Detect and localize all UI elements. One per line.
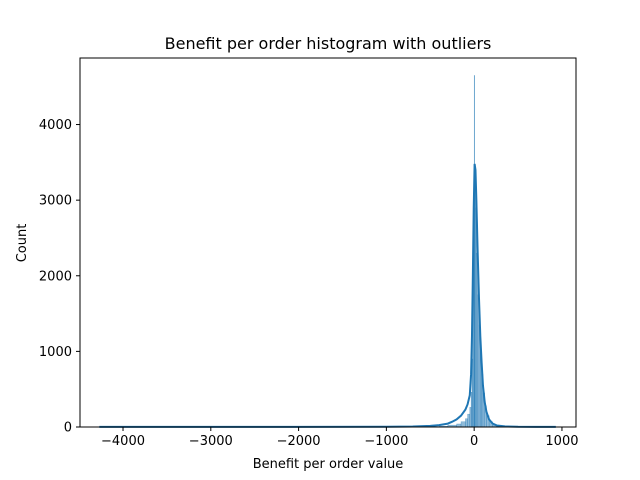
x-tick-label: −1000 xyxy=(364,434,408,449)
y-tick-label: 4000 xyxy=(39,118,72,133)
y-tick-label: 0 xyxy=(64,421,72,436)
chart-title: Benefit per order histogram with outlier… xyxy=(165,34,492,53)
y-tick-label: 1000 xyxy=(39,345,72,360)
plot-frame xyxy=(79,57,577,428)
y-axis-label: Count xyxy=(15,224,30,263)
y-axis-ticks: 0 1000 2000 3000 4000 xyxy=(39,118,80,436)
x-axis-ticks: −4000 −3000 −2000 −1000 0 1000 xyxy=(101,427,579,449)
x-tick-label: −3000 xyxy=(189,434,233,449)
x-tick-label: −2000 xyxy=(277,434,321,449)
x-axis-label: Benefit per order value xyxy=(253,457,404,472)
histogram-bar-4 xyxy=(465,418,468,428)
x-tick-label: −4000 xyxy=(101,434,145,449)
y-tick-label: 2000 xyxy=(39,269,72,284)
histogram-bar-5 xyxy=(467,413,470,428)
y-tick-label: 3000 xyxy=(39,194,72,209)
histogram-bar-3 xyxy=(460,421,466,428)
x-tick-label: 1000 xyxy=(545,434,578,449)
x-tick-label: 0 xyxy=(470,434,478,449)
kde-line xyxy=(99,163,556,428)
